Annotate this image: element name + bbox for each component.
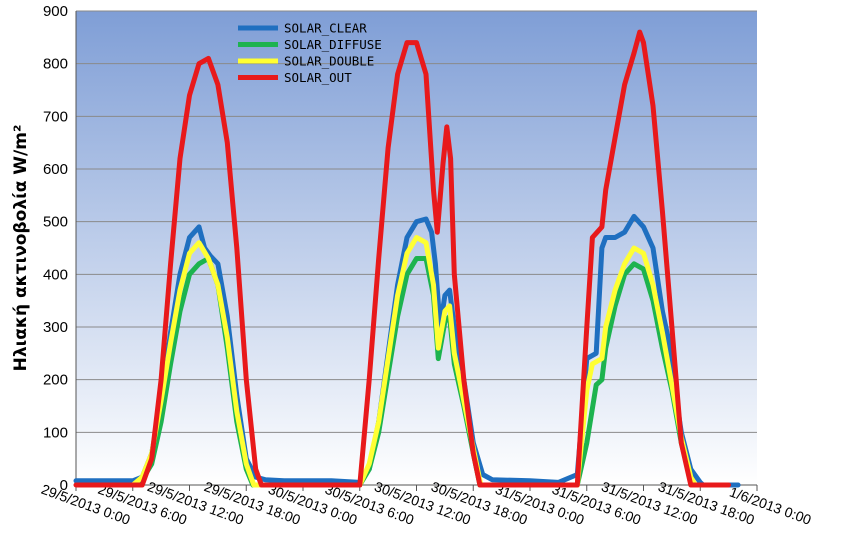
y-axis-label: Ηλιακή ακτινοβολία W/m² bbox=[11, 125, 31, 372]
series-line-solar-out bbox=[73, 29, 732, 488]
y-tick-label: 800 bbox=[43, 56, 68, 73]
y-tick-label: 200 bbox=[43, 372, 68, 389]
legend-label: SOLAR_CLEAR bbox=[284, 21, 367, 36]
legend-label: SOLAR_OUT bbox=[284, 70, 352, 85]
gridlines bbox=[75, 10, 757, 486]
y-tick-label: 100 bbox=[43, 424, 68, 441]
y-tick-label: 600 bbox=[43, 161, 68, 178]
y-tick-label: 0 bbox=[60, 477, 68, 494]
y-tick-label: 700 bbox=[43, 108, 68, 125]
legend-label: SOLAR_DIFFUSE bbox=[284, 37, 382, 52]
y-tick-label: 300 bbox=[43, 319, 68, 336]
y-tick-label: 900 bbox=[43, 3, 68, 20]
y-axis-ticks: 0 100 200 300 400 500 600 700 800 900 bbox=[43, 3, 68, 494]
series-line-solar-double bbox=[130, 235, 698, 488]
y-tick-label: 400 bbox=[43, 266, 68, 283]
legend-label: SOLAR_DOUBLE bbox=[284, 54, 374, 69]
series-lines bbox=[73, 29, 741, 488]
y-tick-label: 500 bbox=[43, 214, 68, 231]
